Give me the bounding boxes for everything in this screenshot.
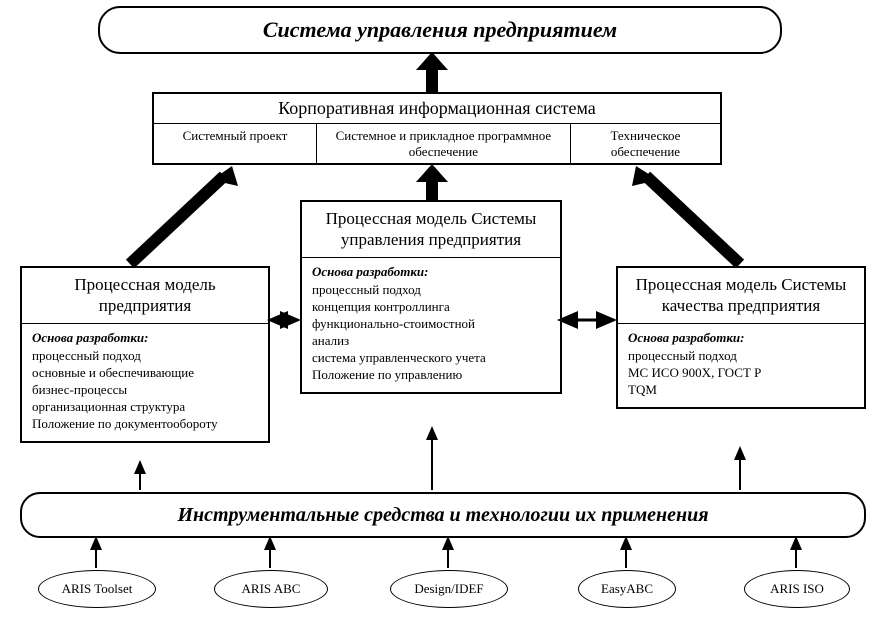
arrow-thick-up	[416, 52, 448, 92]
cis-title: Корпоративная информационная система	[154, 94, 720, 124]
pm-center-item: Положение по управлению	[312, 367, 550, 384]
tool-aris-abc: ARIS ABC	[214, 570, 328, 608]
arrow-thick-up	[416, 164, 448, 200]
tools-band: Инструментальные средства и технологии и…	[20, 492, 866, 538]
cis-columns: Системный проект Системное и прикладное …	[154, 124, 720, 163]
pm-center-body: Основа разработки: процессный подход кон…	[302, 258, 560, 392]
tool-label: ARIS ISO	[770, 581, 824, 597]
top-title-box: Система управления предприятием	[98, 6, 782, 54]
pm-left-body: Основа разработки: процессный подход осн…	[22, 324, 268, 441]
tool-design-idef: Design/IDEF	[390, 570, 508, 608]
tool-aris-toolset: ARIS Toolset	[38, 570, 156, 608]
tool-easyabc: EasyABC	[578, 570, 676, 608]
pm-left-item: процессный подход	[32, 348, 258, 365]
pm-right-item: процессный подход	[628, 348, 854, 365]
pm-left-title: Процессная модель предприятия	[22, 268, 268, 324]
pm-right-item: TQM	[628, 382, 854, 399]
tool-label: ARIS ABC	[242, 581, 301, 597]
pm-center-item: анализ	[312, 333, 550, 350]
tool-label: Design/IDEF	[414, 581, 483, 597]
pm-center-item: процессный подход	[312, 282, 550, 299]
pm-right-item: МС ИСО 900Х, ГОСТ Р	[628, 365, 854, 382]
pm-left-item: бизнес-процессы	[32, 382, 258, 399]
tool-label: ARIS Toolset	[62, 581, 133, 597]
pm-right-lead: Основа разработки:	[628, 330, 854, 347]
arrow-thick-diag-left	[130, 166, 238, 264]
arrow-thick-diag-right	[632, 166, 740, 264]
diagram-stage: { "canvas": { "width": 884, "height": 61…	[0, 0, 884, 617]
pm-left-item: организационная структура	[32, 399, 258, 416]
tool-label: EasyABC	[601, 581, 653, 597]
pm-center-item: концепция контроллинга	[312, 299, 550, 316]
cis-col-3: Техническое обеспечение	[570, 124, 720, 163]
cis-col-1: Системный проект	[154, 124, 316, 163]
pm-center-item: система управленческого учета	[312, 350, 550, 367]
cis-box: Корпоративная информационная система Сис…	[152, 92, 722, 165]
tools-band-title: Инструментальные средства и технологии и…	[177, 504, 708, 527]
pm-right-title: Процессная модель Системы качества предп…	[618, 268, 864, 324]
cis-col-2: Системное и прикладное программное обесп…	[316, 124, 570, 163]
pm-left-item: основные и обеспечивающие	[32, 365, 258, 382]
pm-center-title: Процессная модель Системы управления пре…	[302, 202, 560, 258]
tool-aris-iso: ARIS ISO	[744, 570, 850, 608]
pm-left-item: Положение по документообороту	[32, 416, 258, 433]
pm-right-body: Основа разработки: процессный подход МС …	[618, 324, 864, 408]
pm-left-box: Процессная модель предприятия Основа раз…	[20, 266, 270, 443]
pm-right-box: Процессная модель Системы качества предп…	[616, 266, 866, 409]
top-title-text: Система управления предприятием	[263, 17, 617, 43]
pm-center-item: функционально-стоимостной	[312, 316, 550, 333]
pm-center-lead: Основа разработки:	[312, 264, 550, 281]
pm-center-box: Процессная модель Системы управления пре…	[300, 200, 562, 394]
pm-left-lead: Основа разработки:	[32, 330, 258, 347]
